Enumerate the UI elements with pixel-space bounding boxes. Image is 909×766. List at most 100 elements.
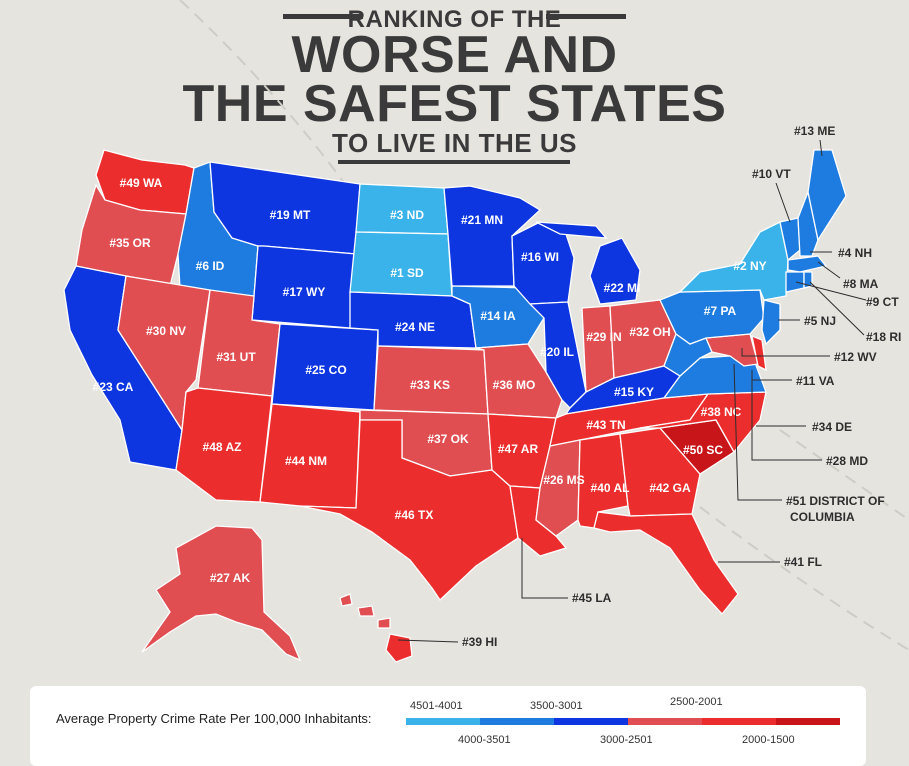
decor-arc-2 bbox=[589, 419, 909, 651]
state-il bbox=[528, 301, 587, 409]
state-or bbox=[75, 183, 187, 287]
title-block: RANKING OF THE WORSE AND THE SAFEST STAT… bbox=[0, 0, 909, 170]
label-ar: #47 AR bbox=[498, 442, 539, 456]
state-hi-1 bbox=[339, 593, 353, 607]
legend-swatch-5 bbox=[702, 718, 776, 725]
label-ak: #27 AK bbox=[210, 571, 251, 585]
callout-line-ri bbox=[809, 281, 865, 336]
label-sc: #50 SC bbox=[683, 443, 723, 457]
label-il: #20 IL bbox=[540, 345, 574, 359]
callout-dc-line1: #51 DISTRICT OF bbox=[786, 494, 885, 508]
label-mt: #19 MT bbox=[270, 208, 311, 222]
label-ga: #42 GA bbox=[649, 481, 691, 495]
state-tx bbox=[299, 419, 519, 602]
callout-line-dc bbox=[733, 363, 782, 501]
label-al: #40 AL bbox=[591, 481, 630, 495]
callout-ma: #8 MA bbox=[843, 277, 879, 291]
label-tn: #43 TN bbox=[586, 418, 625, 432]
state-hi-3 bbox=[377, 617, 391, 629]
label-ia: #14 IA bbox=[480, 309, 516, 323]
label-ok: #37 OK bbox=[427, 432, 469, 446]
callout-line-me bbox=[819, 139, 823, 157]
title-rule-left bbox=[283, 14, 363, 19]
legend-range-2: 4000-3501 bbox=[458, 734, 511, 746]
label-ca: #23 CA bbox=[93, 380, 134, 394]
label-pa: #7 PA bbox=[704, 304, 737, 318]
label-sd: #1 SD bbox=[390, 266, 424, 280]
label-tx: #46 TX bbox=[395, 508, 434, 522]
state-in bbox=[581, 305, 615, 394]
label-ut: #31 UT bbox=[216, 350, 256, 364]
state-nc bbox=[639, 391, 767, 454]
label-wi: #16 WI bbox=[521, 250, 559, 264]
label-nd: #3 ND bbox=[390, 208, 424, 222]
callout-nj: #5 NJ bbox=[804, 314, 836, 328]
label-mo: #36 MO bbox=[493, 378, 536, 392]
label-in: #29 IN bbox=[586, 330, 621, 344]
legend-range-4: 3000-2501 bbox=[600, 734, 653, 746]
callout-line-ma bbox=[817, 261, 841, 279]
callout-line-la bbox=[521, 538, 568, 599]
label-nm: #44 NM bbox=[285, 454, 327, 468]
state-ct bbox=[785, 271, 805, 293]
label-or: #35 OR bbox=[109, 236, 151, 250]
title-line-4: TO LIVE IN THE US bbox=[332, 128, 577, 158]
state-me bbox=[807, 149, 847, 242]
label-ne: #24 NE bbox=[395, 320, 435, 334]
callout-va: #11 VA bbox=[796, 374, 835, 388]
callout-ct: #9 CT bbox=[866, 295, 899, 309]
title-line-1: RANKING OF THE bbox=[347, 6, 562, 33]
callout-line-hi bbox=[397, 639, 459, 643]
state-fl bbox=[593, 511, 739, 615]
legend-swatch-1 bbox=[406, 718, 480, 725]
legend-swatch-3 bbox=[554, 718, 628, 725]
label-ky: #15 KY bbox=[614, 385, 654, 399]
callout-dc-line2: COLUMBIA bbox=[790, 510, 855, 524]
callout-nh: #4 NH bbox=[838, 246, 872, 260]
state-nh bbox=[797, 189, 819, 257]
label-nv: #30 NV bbox=[146, 324, 186, 338]
label-ks: #33 KS bbox=[410, 378, 450, 392]
legend: Average Property Crime Rate Per 100,000 … bbox=[30, 686, 866, 766]
title-underline bbox=[338, 160, 570, 164]
legend-swatch-4 bbox=[628, 718, 702, 725]
legend-range-1: 4501-4001 bbox=[410, 700, 463, 712]
label-ny: #2 NY bbox=[733, 259, 766, 273]
state-mi bbox=[589, 237, 641, 305]
legend-range-3: 3500-3001 bbox=[530, 700, 583, 712]
legend-swatch-6 bbox=[776, 718, 840, 725]
callout-line-ct bbox=[795, 281, 867, 301]
label-co: #25 CO bbox=[305, 363, 346, 377]
callout-ri: #18 RI bbox=[866, 330, 901, 344]
label-id: #6 ID bbox=[196, 259, 225, 273]
state-nj bbox=[761, 299, 781, 346]
state-hi-2 bbox=[357, 605, 375, 617]
callout-de: #34 DE bbox=[812, 420, 852, 434]
state-hi bbox=[385, 633, 413, 663]
label-mi: #22 MI bbox=[604, 281, 641, 295]
callout-line-vt bbox=[775, 182, 791, 223]
label-az: #48 AZ bbox=[203, 440, 242, 454]
callout-md: #28 MD bbox=[826, 454, 868, 468]
label-oh: #32 OH bbox=[629, 325, 670, 339]
callout-la: #45 LA bbox=[572, 591, 612, 605]
callout-me: #13 ME bbox=[794, 124, 835, 138]
label-wy: #17 WY bbox=[283, 285, 326, 299]
legend-range-6: 2000-1500 bbox=[742, 734, 795, 746]
callout-vt: #10 VT bbox=[752, 167, 791, 181]
legend-range-5: 2500-2001 bbox=[670, 696, 723, 708]
title-line-2: WORSE AND bbox=[291, 26, 618, 84]
callout-wv: #12 WV bbox=[834, 350, 877, 364]
legend-swatch-2 bbox=[480, 718, 554, 725]
decor-arc-3 bbox=[779, 429, 909, 521]
state-ak bbox=[141, 525, 302, 662]
label-wa: #49 WA bbox=[120, 176, 163, 190]
callout-line-md bbox=[751, 370, 822, 461]
state-az bbox=[175, 387, 273, 503]
label-nc: #38 NC bbox=[701, 405, 742, 419]
state-sd bbox=[349, 231, 453, 297]
title-rule-right bbox=[546, 14, 626, 19]
label-ms: #26 MS bbox=[543, 473, 584, 487]
legend-title: Average Property Crime Rate Per 100,000 … bbox=[56, 711, 372, 726]
